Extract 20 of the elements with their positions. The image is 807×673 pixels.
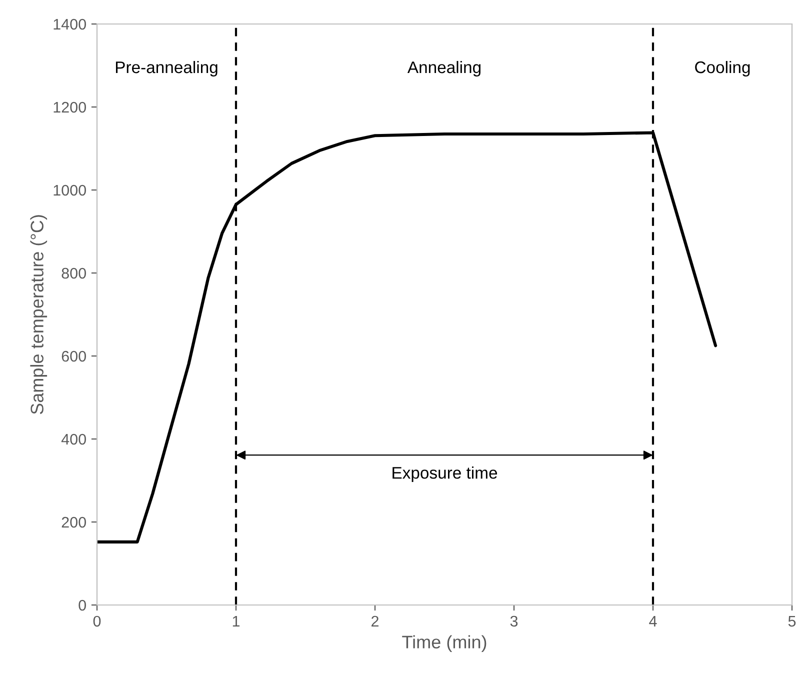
x-tick-label: 0 [93, 616, 101, 627]
annotation: Exposure time [392, 466, 498, 482]
annotation: Pre-annealing [116, 60, 218, 77]
y-tick-label: 200 [62, 516, 86, 528]
y-tick-label: 600 [62, 350, 86, 362]
x-tick-label: 5 [788, 616, 796, 627]
annotation: Cooling [695, 60, 750, 77]
y-tick-label: 0 [78, 600, 86, 611]
x-tick-label: 1 [232, 616, 240, 626]
x-axis-title: Time (min) [402, 635, 486, 652]
y-tick-label: 1400 [54, 18, 86, 30]
x-tick-label: 3 [510, 616, 518, 627]
y-tick-label: 1000 [54, 184, 86, 196]
y-axis-title: Sample temperature (°C) [30, 215, 48, 414]
y-tick-label: 400 [61, 434, 86, 445]
y-tick-label: 1200 [54, 102, 86, 113]
x-tick-label: 4 [649, 616, 657, 626]
annotation: Annealing [407, 60, 480, 77]
x-tick-label: 2 [372, 616, 378, 626]
y-tick-label: 800 [62, 268, 86, 279]
